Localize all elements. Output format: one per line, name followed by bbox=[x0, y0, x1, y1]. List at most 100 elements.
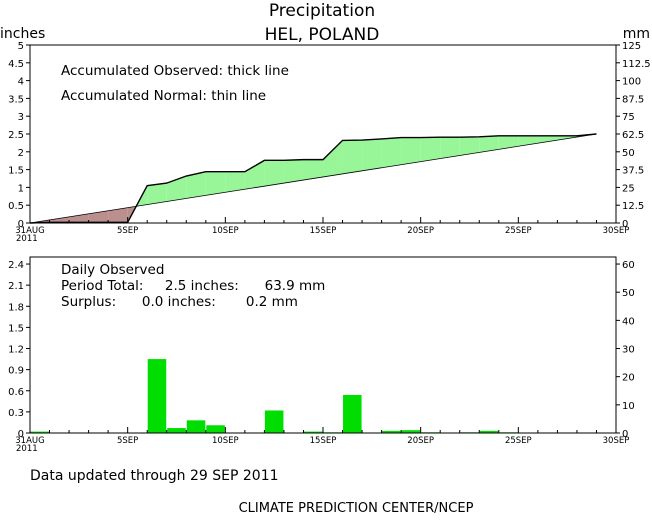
daily-bar bbox=[401, 430, 421, 433]
daily-bar bbox=[167, 428, 186, 433]
left-y-tick-label: 2.4 bbox=[8, 260, 24, 271]
right-y-tick-label: 30 bbox=[622, 345, 635, 356]
accumulated-fill-segment bbox=[342, 140, 363, 174]
x-tick-label: 30SEP bbox=[603, 436, 630, 446]
left-y-tick-label: 0.3 bbox=[8, 408, 24, 419]
accumulated-fill-segment bbox=[186, 171, 206, 199]
daily-bar bbox=[382, 430, 401, 433]
daily-bar bbox=[186, 420, 206, 433]
daily-bar bbox=[343, 394, 362, 433]
panel-note: Surplus: 0.0 inches: 0.2 mm bbox=[61, 294, 298, 310]
x-tick-year-label: 2011 bbox=[16, 444, 38, 454]
x-tick-label: 25SEP bbox=[505, 226, 532, 236]
x-tick-label: 30SEP bbox=[603, 226, 630, 236]
chart-subtitle: HEL, POLAND bbox=[265, 25, 380, 45]
chart-title: Precipitation bbox=[269, 1, 375, 21]
accumulated-fill-segment bbox=[49, 216, 70, 223]
daily-bar bbox=[147, 359, 167, 433]
accumulated-fill-segment bbox=[147, 183, 167, 205]
accumulated-fill-segment bbox=[323, 140, 343, 177]
accumulated-panel: 00.511.522.533.544.55012.52537.55062.575… bbox=[8, 41, 651, 244]
left-y-tick-label: 0.5 bbox=[8, 201, 24, 212]
x-tick-label: 5SEP bbox=[117, 226, 138, 236]
left-y-tick-label: 3 bbox=[18, 112, 24, 123]
accumulated-fill-segment bbox=[166, 176, 187, 202]
left-unit-label: inches bbox=[0, 26, 45, 42]
left-y-tick-label: 4.5 bbox=[8, 59, 24, 70]
x-tick-label: 25SEP bbox=[505, 436, 532, 446]
x-tick-label: 31AUG bbox=[15, 226, 44, 236]
left-y-tick-label: 4 bbox=[18, 77, 24, 88]
accumulated-fill-segment bbox=[283, 159, 304, 184]
left-y-tick-label: 1.8 bbox=[8, 302, 24, 313]
daily-bar bbox=[303, 431, 323, 433]
daily-bar bbox=[479, 430, 499, 433]
accumulated-fill-segment bbox=[244, 160, 265, 190]
left-y-tick-label: 3.5 bbox=[8, 94, 24, 105]
accumulated-fill-segment bbox=[69, 213, 89, 223]
right-y-tick-label: 100 bbox=[622, 77, 641, 88]
accumulated-fill-segment bbox=[479, 135, 499, 153]
right-y-tick-label: 50 bbox=[622, 288, 635, 299]
daily-bar bbox=[30, 431, 50, 433]
panel-note: Accumulated Observed: thick line bbox=[61, 63, 289, 79]
data-updated-text: Data updated through 29 SEP 2011 bbox=[30, 468, 279, 484]
x-tick-year-label: 2011 bbox=[16, 234, 38, 244]
right-y-tick-label: 0 bbox=[622, 219, 628, 230]
right-y-tick-label: 87.5 bbox=[622, 94, 644, 105]
right-y-tick-label: 50 bbox=[622, 148, 635, 159]
right-y-tick-label: 75 bbox=[622, 112, 635, 123]
daily-bar bbox=[206, 425, 225, 433]
left-y-tick-label: 2.5 bbox=[8, 130, 24, 141]
right-y-tick-label: 12.5 bbox=[622, 201, 644, 212]
right-y-tick-label: 0 bbox=[622, 429, 628, 440]
accumulated-fill-segment bbox=[498, 135, 519, 150]
daily-bar bbox=[264, 410, 284, 433]
right-y-tick-label: 60 bbox=[622, 260, 635, 271]
right-y-tick-label: 62.5 bbox=[622, 130, 644, 141]
accumulated-fill-segment bbox=[264, 160, 284, 187]
right-y-tick-label: 10 bbox=[622, 401, 635, 412]
panel-note: Daily Observed bbox=[61, 262, 164, 278]
accumulated-fill-segment bbox=[362, 138, 382, 171]
left-y-tick-label: 1.5 bbox=[8, 323, 24, 334]
right-y-tick-label: 25 bbox=[622, 183, 635, 194]
x-tick-label: 15SEP bbox=[310, 436, 337, 446]
right-y-tick-label: 20 bbox=[622, 373, 635, 384]
x-tick-label: 15SEP bbox=[310, 226, 337, 236]
accumulated-fill-segment bbox=[205, 171, 226, 196]
left-y-tick-label: 0.9 bbox=[8, 366, 24, 377]
accumulated-fill-segment bbox=[459, 136, 480, 156]
accumulated-fill-segment bbox=[381, 137, 402, 168]
left-y-tick-label: 1 bbox=[18, 183, 24, 194]
right-y-tick-label: 40 bbox=[622, 316, 635, 327]
accumulated-fill-segment bbox=[303, 159, 323, 181]
accumulated-fill-segment bbox=[440, 137, 460, 159]
panel-note: Period Total: 2.5 inches: 63.9 mm bbox=[61, 278, 325, 294]
panel-note: Accumulated Normal: thin line bbox=[61, 88, 266, 104]
accumulated-fill-segment bbox=[88, 210, 109, 223]
accumulated-fill-segment bbox=[401, 137, 421, 165]
right-y-tick-label: 112.5 bbox=[622, 59, 651, 70]
left-y-tick-label: 0 bbox=[18, 429, 24, 440]
right-y-tick-label: 37.5 bbox=[622, 166, 644, 177]
left-y-tick-label: 2 bbox=[18, 148, 24, 159]
accumulated-normal-line bbox=[29, 133, 597, 224]
x-tick-label: 20SEP bbox=[407, 436, 434, 446]
credit-text: CLIMATE PREDICTION CENTER/NCEP bbox=[239, 501, 474, 516]
x-tick-label: 31AUG bbox=[15, 436, 44, 446]
accumulated-fill-segment bbox=[537, 135, 558, 144]
left-y-tick-label: 0.6 bbox=[8, 387, 24, 398]
left-y-tick-label: 2.1 bbox=[8, 281, 24, 292]
left-y-tick-label: 1.2 bbox=[8, 345, 24, 356]
left-y-tick-label: 1.5 bbox=[8, 166, 24, 177]
x-tick-label: 10SEP bbox=[212, 226, 239, 236]
x-tick-label: 20SEP bbox=[407, 226, 434, 236]
accumulated-observed-line bbox=[29, 133, 597, 224]
accumulated-fill-segment bbox=[108, 207, 128, 223]
left-y-tick-label: 0 bbox=[18, 219, 24, 230]
x-tick-label: 10SEP bbox=[212, 436, 239, 446]
accumulated-fill-segment bbox=[420, 137, 441, 162]
right-unit-label: mm bbox=[623, 26, 650, 42]
